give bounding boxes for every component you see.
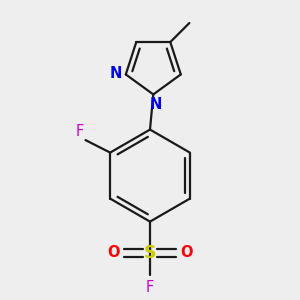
Text: F: F — [146, 280, 154, 295]
Text: S: S — [144, 244, 156, 262]
Text: F: F — [75, 124, 83, 140]
Text: O: O — [107, 245, 120, 260]
Text: O: O — [180, 245, 193, 260]
Text: N: N — [110, 66, 122, 81]
Text: N: N — [150, 97, 162, 112]
